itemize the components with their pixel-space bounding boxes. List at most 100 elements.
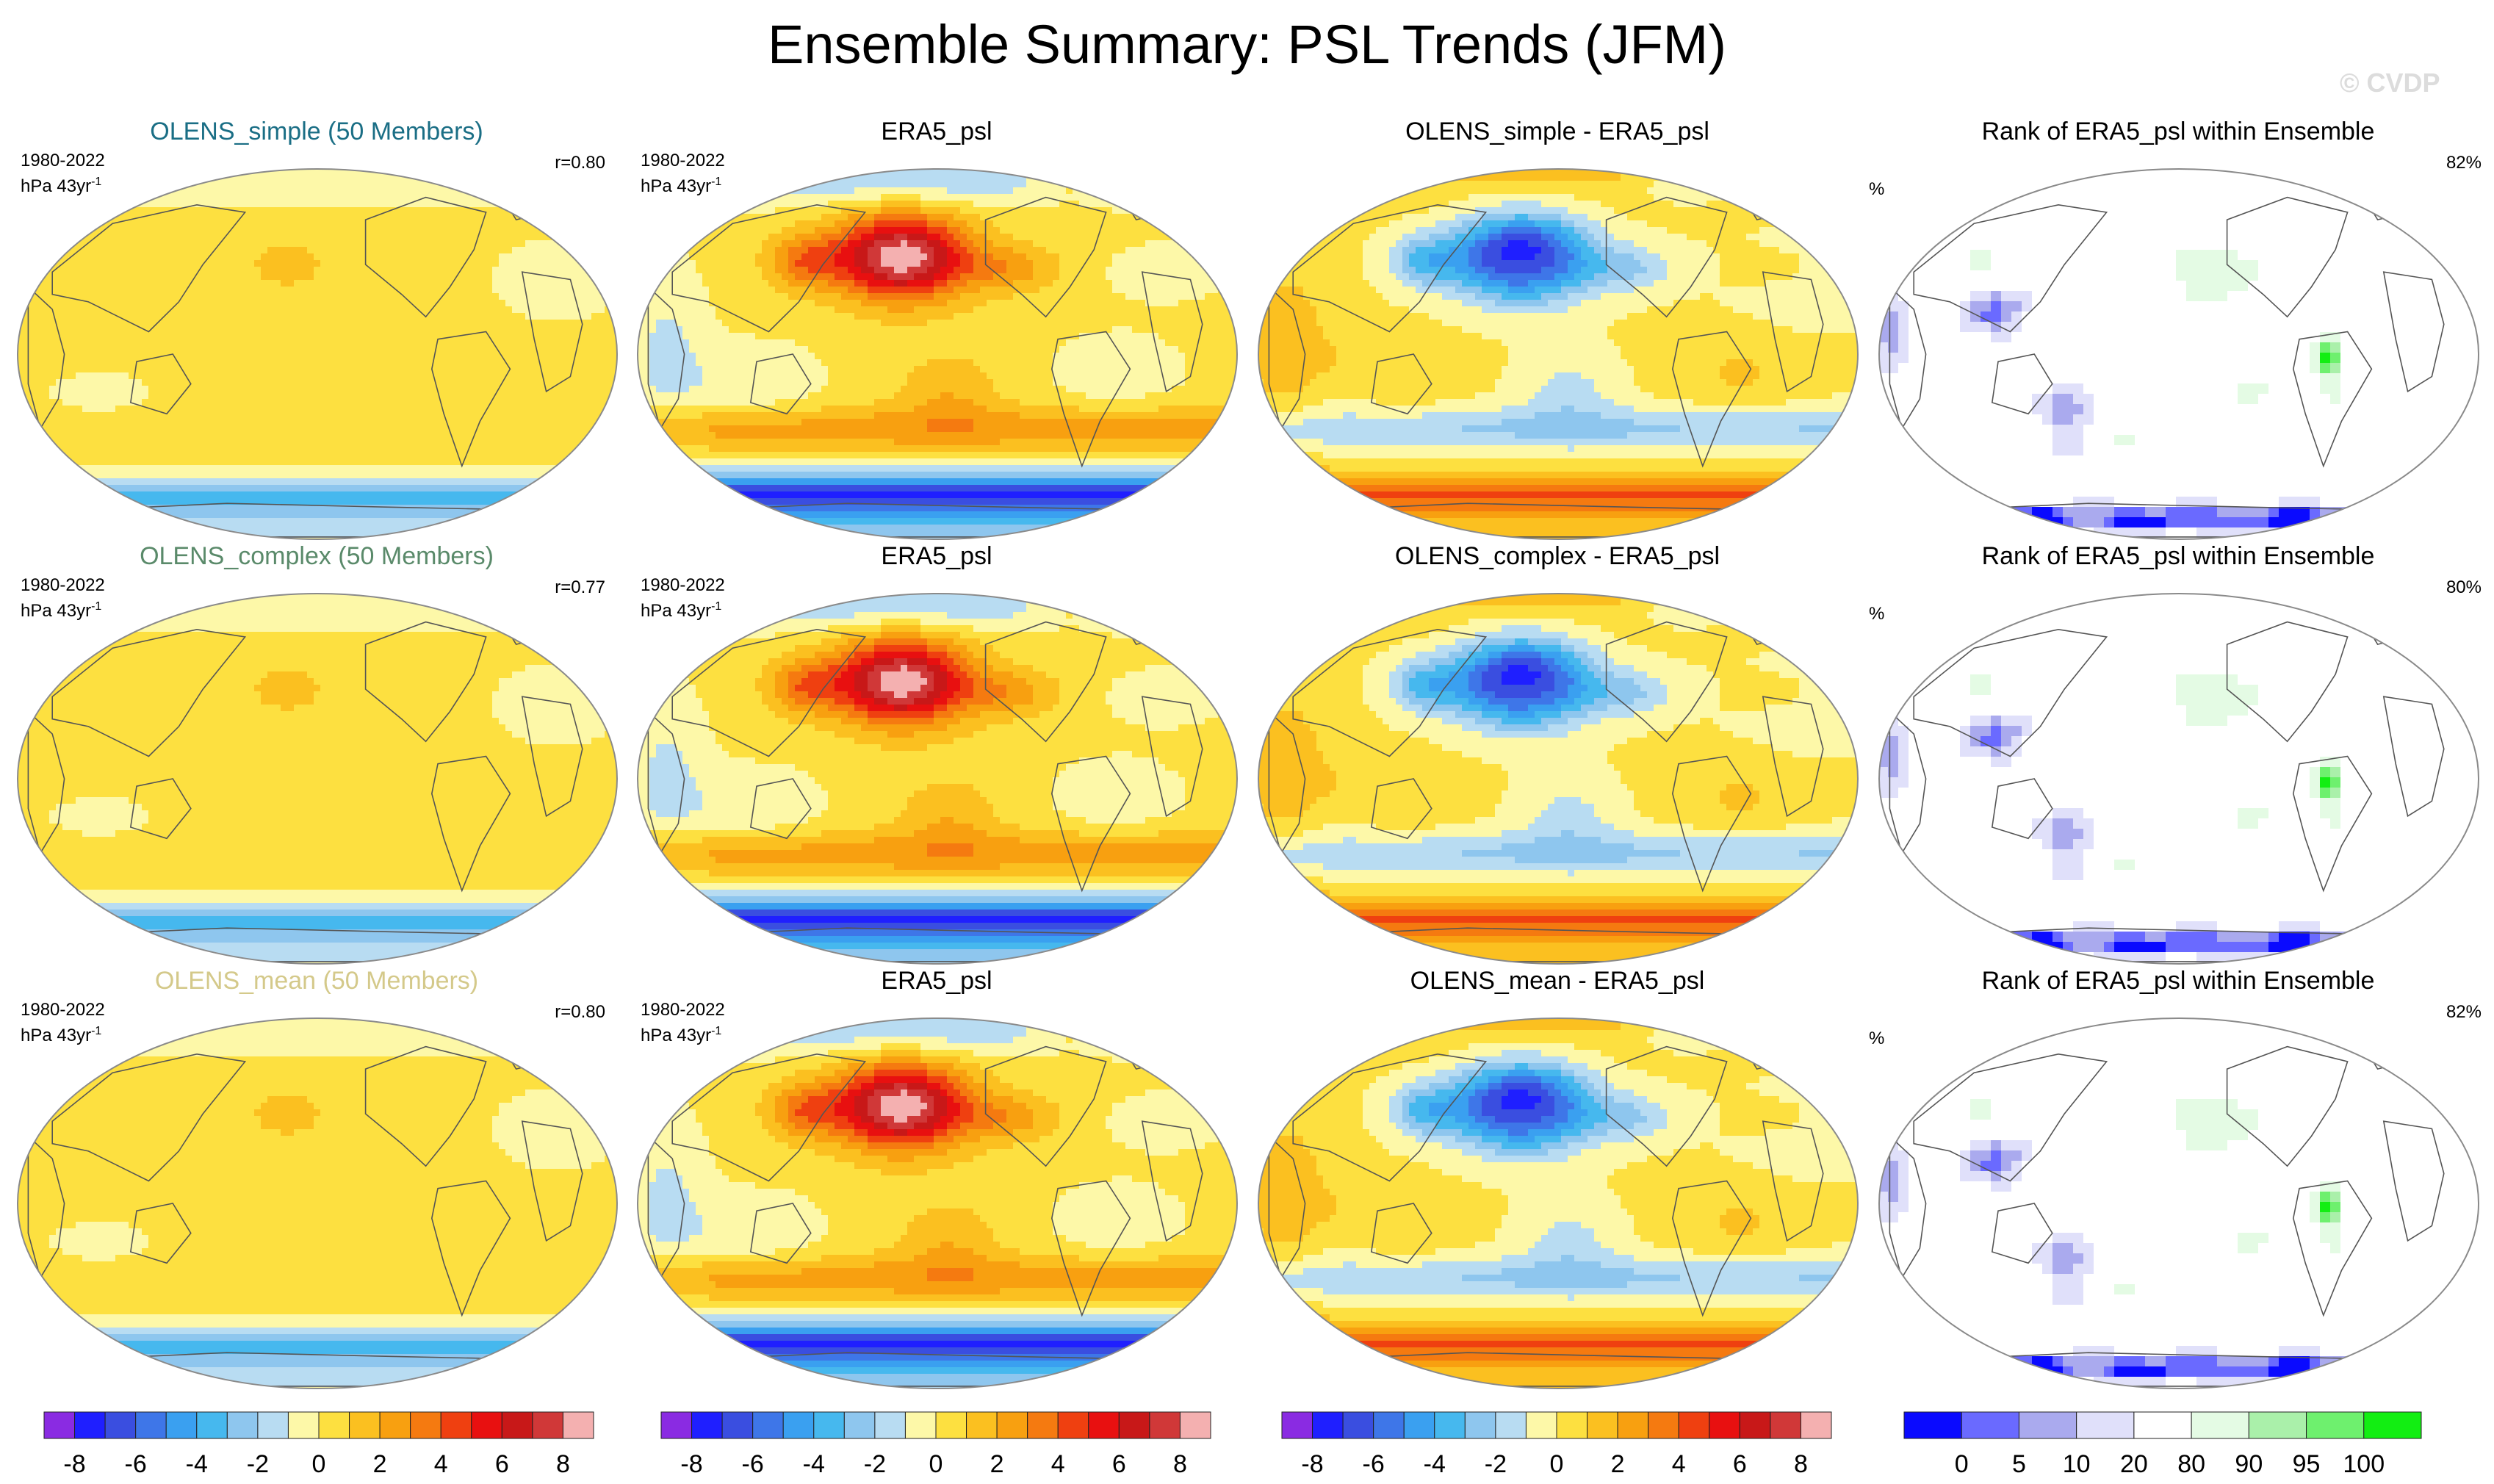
field-cells	[638, 169, 1237, 539]
panel-title: OLENS_simple - ERA5_psl	[1247, 118, 1868, 146]
field-cells	[18, 594, 617, 964]
colorbar-tick-label: 4	[1051, 1450, 1065, 1479]
map-border	[1878, 593, 2479, 965]
colorbar-swatch	[2018, 1411, 2077, 1439]
colorbar-swatch	[165, 1411, 198, 1439]
field-cells	[1258, 1018, 1858, 1388]
colorbar-swatch	[2306, 1411, 2365, 1439]
colorbar-swatch	[1149, 1411, 1181, 1439]
map-obs	[637, 1017, 1238, 1389]
colorbar-swatch	[1648, 1411, 1679, 1439]
map-border	[1878, 1017, 2479, 1389]
colorbar-tick-label: -6	[1363, 1450, 1385, 1479]
colorbar-swatch	[2133, 1411, 2192, 1439]
panel-r3-c4: Rank of ERA5_psl within Ensemble% 82%	[1867, 967, 2489, 1391]
colorbar-swatch	[410, 1411, 442, 1439]
panel-r1-c3: OLENS_simple - ERA5_psl	[1247, 118, 1868, 542]
colorbar-swatch	[660, 1411, 693, 1439]
colorbar-swatch	[1709, 1411, 1740, 1439]
trend-colorbar-2: -8 -6 -4 -2 0 2 4 6 8	[660, 1411, 1212, 1478]
colorbar-swatch	[721, 1411, 754, 1439]
colorbar-swatch	[1770, 1411, 1801, 1439]
colorbar-swatch	[966, 1411, 998, 1439]
cvdp-watermark: © CVDP	[2340, 68, 2440, 98]
colorbar-swatch	[135, 1411, 167, 1439]
units-label: hPa 43yr-1	[21, 596, 105, 622]
colorbar-swatch	[196, 1411, 228, 1439]
colorbar-tick-label: 0	[312, 1450, 326, 1479]
colorbar-tick-label: 4	[434, 1450, 448, 1479]
colorbar-swatch	[1342, 1411, 1374, 1439]
colorbar-swatch	[1464, 1411, 1496, 1439]
panel-title: ERA5_psl	[626, 542, 1247, 571]
field-cells	[1258, 594, 1858, 964]
trend-colorbar-1: -8 -6 -4 -2 0 2 4 6 8	[43, 1411, 595, 1478]
colorbar-swatch	[104, 1411, 137, 1439]
colorbar-tick-label: -4	[1424, 1450, 1446, 1479]
colorbar-tick-label: 95	[2293, 1450, 2321, 1479]
colorbar-tick-label: -6	[125, 1450, 147, 1479]
field-cells	[1879, 594, 2479, 964]
colorbar-tick-label: 0	[1955, 1450, 1969, 1479]
colorbar-tick-label: 80	[2177, 1450, 2205, 1479]
colorbar-swatch	[691, 1411, 723, 1439]
panel-period-units: 1980-2022 hPa 43yr-1	[641, 574, 725, 622]
panel-title: OLENS_mean (50 Members)	[6, 967, 627, 995]
field-cells	[1258, 169, 1858, 539]
field-cells	[638, 594, 1237, 964]
panel-r3-c1: OLENS_mean (50 Members) 1980-2022 hPa 43yr…	[6, 967, 627, 1391]
colorbar-swatch	[43, 1411, 76, 1439]
period-label: 1980-2022	[641, 999, 725, 1020]
map-border	[17, 593, 618, 965]
colorbar-swatch	[501, 1411, 533, 1439]
colorbar-swatch	[1678, 1411, 1710, 1439]
colorbar-tick-label: 8	[1173, 1450, 1187, 1479]
panel-r2-c3: OLENS_complex - ERA5_psl	[1247, 542, 1868, 967]
colorbar-tick-label: 20	[2120, 1450, 2148, 1479]
units-label: hPa 43yr-1	[21, 171, 105, 197]
panel-title: ERA5_psl	[626, 967, 1247, 995]
map-border	[1258, 1017, 1859, 1389]
percent-symbol: %	[1869, 179, 1884, 200]
colorbar-swatch	[1903, 1411, 1962, 1439]
colorbar-swatch	[318, 1411, 350, 1439]
field-cells	[638, 1018, 1237, 1388]
colorbar-tick-label: 10	[2063, 1450, 2091, 1479]
colorbar-swatch	[1179, 1411, 1211, 1439]
rank-percentage: 82%	[2446, 1002, 2482, 1023]
percent-symbol: %	[1869, 604, 1884, 624]
colorbar-tick-label: -6	[742, 1450, 764, 1479]
panel-r3-c3: OLENS_mean - ERA5_psl	[1247, 967, 1868, 1391]
colorbar-swatch	[1495, 1411, 1527, 1439]
colorbar-tick-label: 0	[929, 1450, 943, 1479]
colorbar-tick-label: 0	[1550, 1450, 1564, 1479]
colorbar-swatch	[1312, 1411, 1344, 1439]
colorbar-swatch	[1403, 1411, 1435, 1439]
panel-r2-c2: ERA5_psl 1980-2022 hPa 43yr-1	[626, 542, 1247, 967]
panel-title: OLENS_simple (50 Members)	[6, 118, 627, 146]
colorbar-swatch	[1739, 1411, 1771, 1439]
units-label: hPa 43yr-1	[21, 1020, 105, 1046]
map-border	[637, 1017, 1238, 1389]
panel-r1-c4: Rank of ERA5_psl within Ensemble% 82%	[1867, 118, 2489, 542]
panel-period-units: 1980-2022 hPa 43yr-1	[21, 999, 105, 1046]
colorbar-swatch	[257, 1411, 289, 1439]
panel-title: Rank of ERA5_psl within Ensemble	[1867, 118, 2489, 146]
colorbar-swatch	[1118, 1411, 1150, 1439]
panel-period-units: 1980-2022 hPa 43yr-1	[21, 574, 105, 622]
colorbar-tick-label: -8	[1301, 1450, 1323, 1479]
figure-title: Ensemble Summary: PSL Trends (JFM)	[0, 13, 2494, 76]
panel-title: ERA5_psl	[626, 118, 1247, 146]
colorbar-swatch	[2076, 1411, 2135, 1439]
period-label: 1980-2022	[21, 574, 105, 596]
panel-title: Rank of ERA5_psl within Ensemble	[1867, 967, 2489, 995]
colorbar-tick-label: 100	[2343, 1450, 2385, 1479]
colorbar-swatch	[813, 1411, 845, 1439]
panel-r1-c2: ERA5_psl 1980-2022 hPa 43yr-1	[626, 118, 1247, 542]
colorbar-swatch	[1027, 1411, 1059, 1439]
map-border	[17, 168, 618, 540]
colorbar-tick-label: 6	[495, 1450, 509, 1479]
field-cells	[1879, 169, 2479, 539]
field-cells	[18, 169, 617, 539]
colorbar-tick-label: 4	[1672, 1450, 1686, 1479]
